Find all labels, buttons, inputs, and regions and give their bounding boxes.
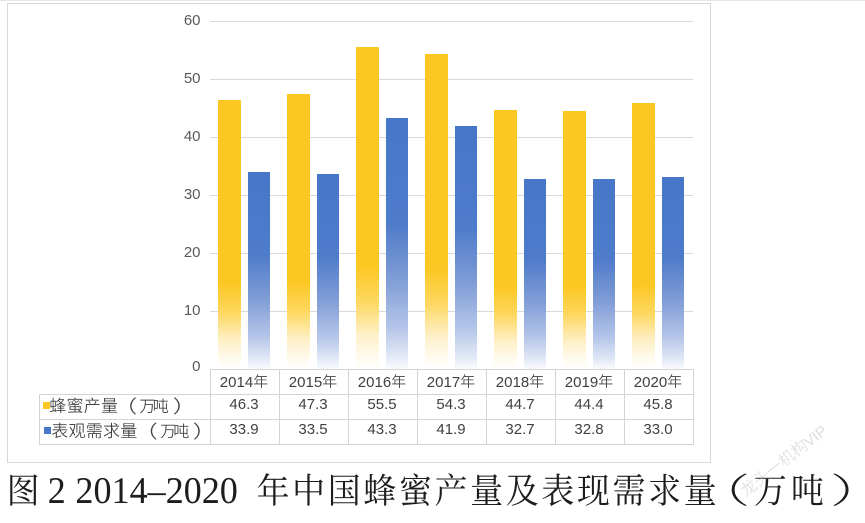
svg-text:2019: 2019 <box>565 374 598 391</box>
svg-text:2014: 2014 <box>220 374 253 391</box>
svg-text:2016: 2016 <box>358 374 391 391</box>
svg-text:2015: 2015 <box>289 374 322 391</box>
svg-text:2020: 2020 <box>634 374 667 391</box>
svg-text:2017: 2017 <box>427 374 460 391</box>
svg-text:2018: 2018 <box>496 374 529 391</box>
